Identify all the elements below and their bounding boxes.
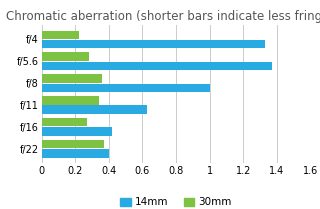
Legend: 14mm, 30mm: 14mm, 30mm — [120, 198, 232, 208]
Bar — [42, 62, 272, 70]
Bar — [42, 52, 89, 61]
Bar — [42, 127, 112, 136]
Bar — [42, 96, 99, 104]
Bar — [42, 118, 87, 126]
Bar — [42, 84, 210, 92]
Bar — [42, 105, 148, 114]
Bar — [42, 40, 265, 48]
Bar — [42, 31, 79, 39]
Bar — [42, 74, 102, 83]
Bar — [42, 140, 104, 148]
Bar — [42, 149, 109, 158]
Title: Chromatic aberration (shorter bars indicate less fringing): Chromatic aberration (shorter bars indic… — [6, 10, 320, 23]
